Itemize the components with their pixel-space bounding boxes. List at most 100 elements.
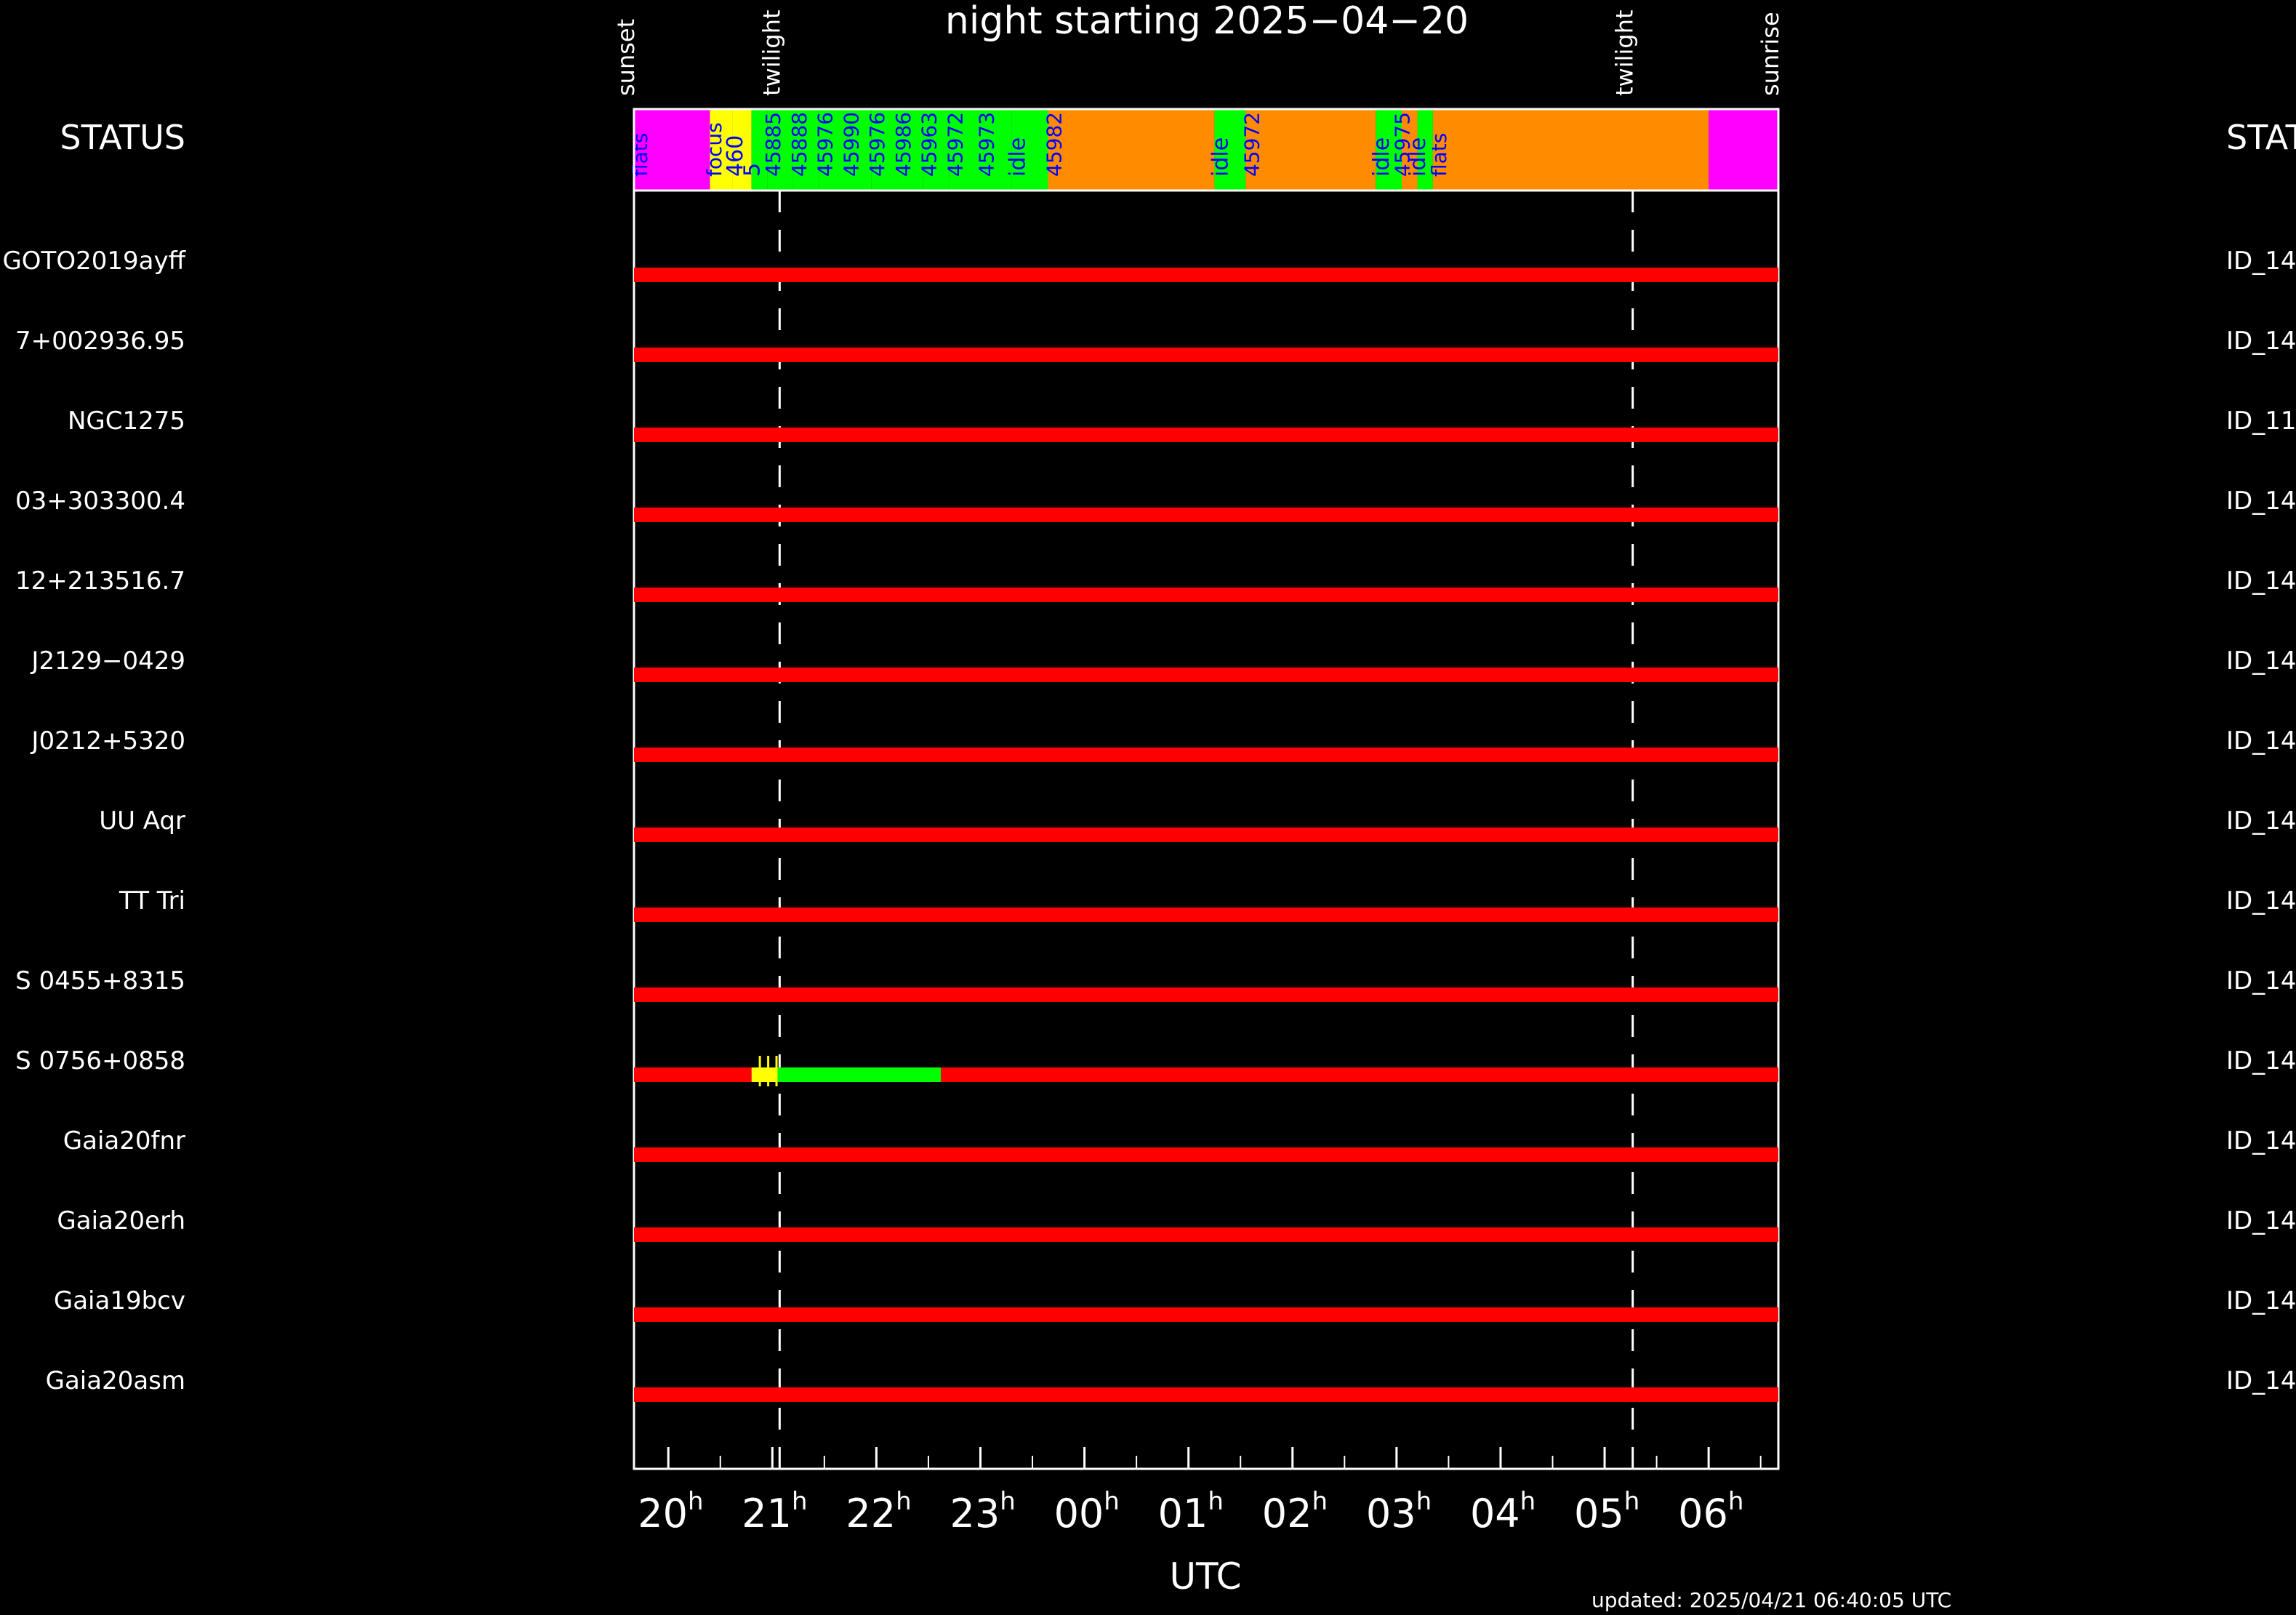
- updated-timestamp: updated: 2025/04/21 06:40:05 UTC: [1591, 1588, 1951, 1612]
- chart-title: night starting 2025−04−20: [945, 0, 1469, 43]
- row-segment-14-0: [634, 1387, 1778, 1402]
- status-bar-segment-2: [732, 109, 752, 191]
- status-bar-label-15: idle: [1208, 137, 1233, 177]
- time-marker-label-0: sunset: [612, 19, 640, 96]
- x-tick-label-6: 02h: [1262, 1487, 1328, 1536]
- row-label-left-3: 03+303300.4: [15, 486, 185, 516]
- row-label-left-9: S 0455+8315: [15, 966, 185, 995]
- row-label-left-2: NGC1275: [68, 406, 185, 436]
- row-label-left-0: GOTO2019ayff: [2, 247, 186, 276]
- status-bar-label-16: 45972: [1240, 112, 1264, 177]
- x-tick-superscript-4: h: [1104, 1487, 1120, 1516]
- row-label-left-5: J2129−0429: [30, 646, 185, 676]
- status-bar-label-6: 45976: [814, 112, 838, 177]
- row-label-left-12: Gaia20erh: [57, 1206, 185, 1235]
- x-tick-superscript-5: h: [1208, 1487, 1224, 1516]
- row-label-left-8: TT Tri: [119, 886, 185, 915]
- status-bar-label-0: flats: [628, 133, 652, 177]
- status-bar-segment-14: [1048, 109, 1215, 191]
- row-segment-4-0: [634, 588, 1778, 602]
- x-tick-superscript-8: h: [1520, 1487, 1536, 1516]
- row-label-right-9: ID_14: [2226, 966, 2296, 995]
- row-label-right-4: ID_14: [2226, 566, 2296, 596]
- x-tick-label-9: 05h: [1574, 1487, 1639, 1536]
- status-bar-label-14: 45982: [1043, 112, 1067, 177]
- status-bar-segment-17: [1376, 109, 1402, 191]
- status-bar-label-18: 45975: [1391, 112, 1415, 177]
- row-segment-13-0: [634, 1307, 1778, 1322]
- status-label-left: STATUS: [60, 118, 185, 157]
- status-bar-segment-8: [871, 109, 898, 191]
- row-segment-7-0: [634, 827, 1778, 842]
- row-segment-8-0: [634, 907, 1778, 922]
- status-bar-label-11: 45972: [944, 112, 968, 177]
- row-label-right-7: ID_14: [2226, 806, 2296, 835]
- row-segment-1-0: [634, 348, 1778, 362]
- status-bar-label-17: idle: [1369, 137, 1394, 177]
- status-bar-segment-3: [751, 109, 768, 191]
- row-segment-3-0: [634, 508, 1778, 522]
- status-bar-segment-21: [1709, 109, 1778, 191]
- status-bar-label-12: 45973: [974, 112, 998, 177]
- row-label-right-2: ID_11: [2226, 406, 2296, 436]
- status-bar-segment-12: [980, 109, 1012, 191]
- row-label-left-1: 7+002936.95: [15, 326, 185, 356]
- x-axis-label: UTC: [1169, 1555, 1241, 1598]
- x-tick-hour-8: 04: [1470, 1491, 1520, 1536]
- x-tick-superscript-2: h: [896, 1487, 912, 1516]
- x-tick-superscript-6: h: [1312, 1487, 1328, 1516]
- status-bar-segment-9: [897, 109, 923, 191]
- x-tick-hour-5: 01: [1158, 1491, 1208, 1536]
- row-label-right-8: ID_14: [2226, 886, 2296, 915]
- row-segment-6-0: [634, 748, 1778, 762]
- status-bar-label-4: 45885: [761, 112, 785, 177]
- row-segment-10-3: [941, 1067, 1778, 1082]
- x-tick-superscript-9: h: [1624, 1487, 1640, 1516]
- status-bar-segment-11: [949, 109, 981, 191]
- row-label-right-5: ID_14: [2226, 646, 2296, 676]
- x-tick-hour-7: 03: [1366, 1491, 1416, 1536]
- x-tick-superscript-7: h: [1416, 1487, 1432, 1516]
- status-bar-segment-19: [1417, 109, 1433, 191]
- status-bar-label-5: 45888: [787, 112, 811, 177]
- status-bar-segment-15: [1214, 109, 1246, 191]
- x-tick-label-0: 20h: [638, 1487, 703, 1536]
- time-marker-label-1: twilight: [758, 9, 785, 96]
- x-tick-hour-10: 06: [1678, 1491, 1728, 1536]
- status-bar-segment-13: [1011, 109, 1048, 191]
- row-label-right-3: ID_14: [2226, 486, 2296, 516]
- status-bar-label-20: flats: [1427, 133, 1451, 177]
- x-tick-hour-6: 02: [1262, 1491, 1312, 1536]
- status-bar-label-9: 45986: [891, 112, 915, 177]
- x-tick-superscript-3: h: [1000, 1487, 1016, 1516]
- status-bar-segment-0: [634, 109, 710, 191]
- row-label-left-11: Gaia20fnr: [63, 1126, 185, 1155]
- row-label-right-1: ID_14: [2226, 326, 2296, 356]
- status-bar-segment-5: [792, 109, 819, 191]
- row-segment-10-0: [634, 1067, 752, 1082]
- status-bar-label-1: focus: [702, 122, 726, 177]
- x-tick-label-4: 00h: [1054, 1487, 1120, 1536]
- row-segment-10-1: [751, 1067, 778, 1082]
- status-bar-label-7: 45990: [839, 112, 863, 177]
- x-tick-superscript-1: h: [792, 1487, 808, 1516]
- x-tick-hour-2: 22: [846, 1491, 896, 1536]
- status-bar-label-3: 5: [739, 163, 765, 177]
- x-tick-label-2: 22h: [846, 1487, 911, 1536]
- row-segment-0-0: [634, 268, 1778, 282]
- x-tick-hour-0: 20: [638, 1491, 688, 1536]
- row-label-right-14: ID_14: [2226, 1366, 2296, 1395]
- time-marker-label-3: sunrise: [1757, 12, 1784, 96]
- row-label-left-6: J0212+5320: [30, 726, 185, 756]
- status-bar-label-8: 45976: [865, 112, 889, 177]
- x-tick-hour-4: 00: [1054, 1491, 1104, 1536]
- x-tick-label-1: 21h: [742, 1487, 807, 1536]
- x-tick-superscript-0: h: [688, 1487, 704, 1516]
- row-label-right-12: ID_14: [2226, 1206, 2296, 1235]
- status-bar-segment-6: [819, 109, 846, 191]
- x-tick-label-7: 03h: [1366, 1487, 1432, 1536]
- status-bar-label-2: 460: [723, 135, 748, 177]
- row-segment-12-0: [634, 1227, 1778, 1242]
